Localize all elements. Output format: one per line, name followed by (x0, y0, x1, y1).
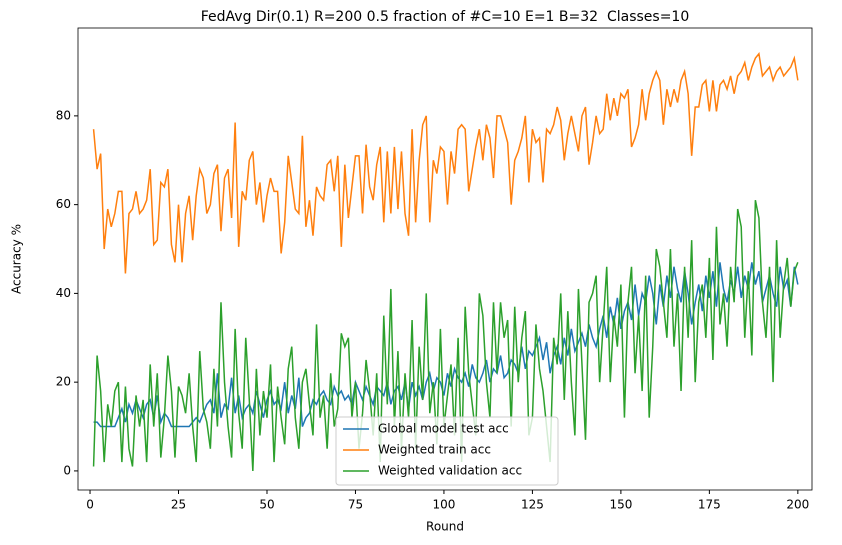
plot-frame (77, 27, 813, 491)
x-tick-label: 150 (609, 498, 632, 512)
series-line (92, 51, 799, 274)
y-tick-label: 0 (63, 463, 71, 477)
y-axis-label: Accuracy % (10, 224, 24, 294)
x-tick-label: 50 (259, 498, 274, 512)
x-tick-label: 0 (86, 498, 94, 512)
y-tick-label: 60 (56, 197, 71, 211)
chart-title: FedAvg Dir(0.1) R=200 0.5 fraction of #C… (201, 9, 690, 25)
x-tick-label: 175 (698, 498, 721, 512)
x-tick-label: 75 (348, 498, 363, 512)
x-axis-label: Round (426, 520, 464, 534)
legend: Global model test acc Weighted train acc W… (335, 416, 559, 486)
legend-label: Weighted validation acc (378, 464, 522, 478)
y-tick-label: 80 (56, 108, 71, 122)
legend-label: Weighted train acc (378, 443, 491, 457)
legend-box (335, 416, 559, 486)
series-line (93, 262, 799, 428)
y-tick-label: 40 (56, 286, 71, 300)
x-tick-label: 125 (521, 498, 544, 512)
x-tick-label: 25 (171, 498, 186, 512)
x-tick-label: 200 (786, 498, 809, 512)
legend-label: Global model test acc (378, 422, 509, 436)
y-tick-label: 20 (56, 375, 71, 389)
series-line (92, 200, 799, 471)
x-tick-label: 100 (432, 498, 455, 512)
